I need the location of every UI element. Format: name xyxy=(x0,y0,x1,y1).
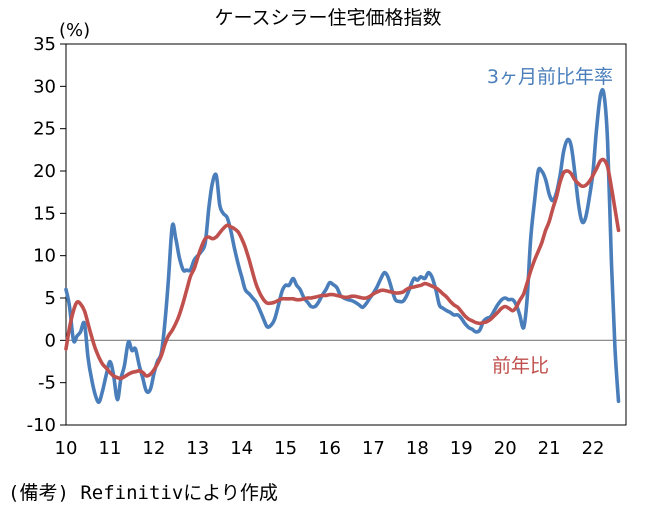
chart-title: ケースシラー住宅価格指数 xyxy=(214,7,441,29)
x-tick-label: 22 xyxy=(582,438,605,459)
y-tick-label: 0 xyxy=(45,330,56,351)
y-tick-label: 35 xyxy=(33,34,56,55)
y-tick-label: 15 xyxy=(33,203,56,224)
series-label-3m-annualized: 3ヶ月前比年率 xyxy=(487,66,613,88)
x-tick-label: 21 xyxy=(538,438,561,459)
y-axis: -10 -5 0 5 10 15 20 25 30 35 xyxy=(27,34,66,436)
series-label-yoy: 前年比 xyxy=(492,355,549,377)
x-tick-label: 14 xyxy=(230,438,253,459)
x-tick-label: 17 xyxy=(362,438,385,459)
footnote: (備考) Refinitivにより作成 xyxy=(8,482,278,504)
x-axis: 10 11 12 13 14 15 16 17 18 19 20 21 22 xyxy=(55,438,605,459)
y-axis-unit: (%) xyxy=(59,20,90,41)
y-tick-label: -10 xyxy=(27,415,56,436)
x-tick-label: 12 xyxy=(142,438,165,459)
y-tick-label: 25 xyxy=(33,119,56,140)
y-tick-label: 5 xyxy=(45,288,56,309)
y-tick-label: -5 xyxy=(38,373,56,394)
x-tick-label: 10 xyxy=(55,438,78,459)
x-tick-label: 20 xyxy=(494,438,517,459)
series-line-yoy xyxy=(64,157,621,381)
plot-frame xyxy=(65,43,627,426)
y-tick-label: 20 xyxy=(33,161,56,182)
x-tick-label: 18 xyxy=(406,438,429,459)
x-tick-label: 13 xyxy=(186,438,209,459)
x-tick-label: 11 xyxy=(98,438,121,459)
series-group xyxy=(64,87,621,404)
y-tick-label: 10 xyxy=(33,246,56,267)
x-tick-label: 15 xyxy=(274,438,297,459)
y-tick-label: 30 xyxy=(33,76,56,97)
x-tick-label: 19 xyxy=(450,438,473,459)
x-tick-label: 16 xyxy=(318,438,341,459)
